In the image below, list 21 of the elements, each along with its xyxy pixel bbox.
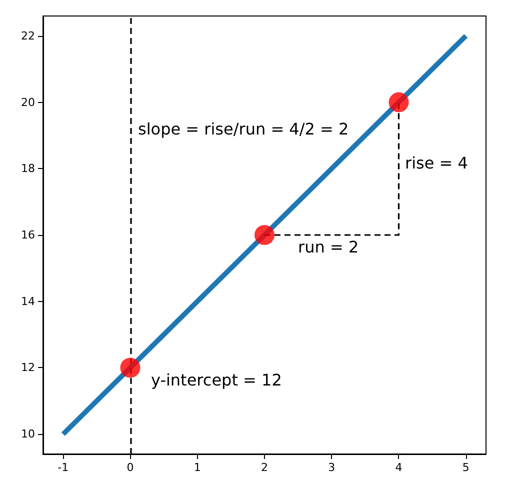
point [388, 92, 409, 112]
y-tick-label: 18 [21, 162, 35, 176]
x-tick-label: -1 [58, 461, 69, 474]
y-tick-label: 16 [21, 228, 35, 242]
annotation: rise = 4 [405, 154, 468, 172]
x-tick-label: 4 [395, 461, 402, 474]
x-tick-label: 3 [328, 461, 336, 474]
x-tick-label: 0 [126, 461, 134, 474]
annotation: y-intercept = 12 [151, 370, 282, 390]
y-tick-label: 10 [21, 428, 35, 441]
annotation: slope = rise/run = 4/2 = 2 [138, 120, 349, 138]
annotation: run = 2 [298, 238, 359, 256]
y-tick-label: 20 [21, 96, 35, 109]
y-tick-label: 12 [21, 361, 35, 374]
y-tick-label: 22 [21, 29, 35, 42]
x-tick-label: 1 [194, 461, 201, 474]
point [120, 358, 140, 378]
x-tick-label: 5 [462, 461, 470, 474]
x-tick-label: 2 [261, 461, 268, 474]
y-tick-label: 14 [21, 294, 35, 308]
point [254, 225, 274, 245]
